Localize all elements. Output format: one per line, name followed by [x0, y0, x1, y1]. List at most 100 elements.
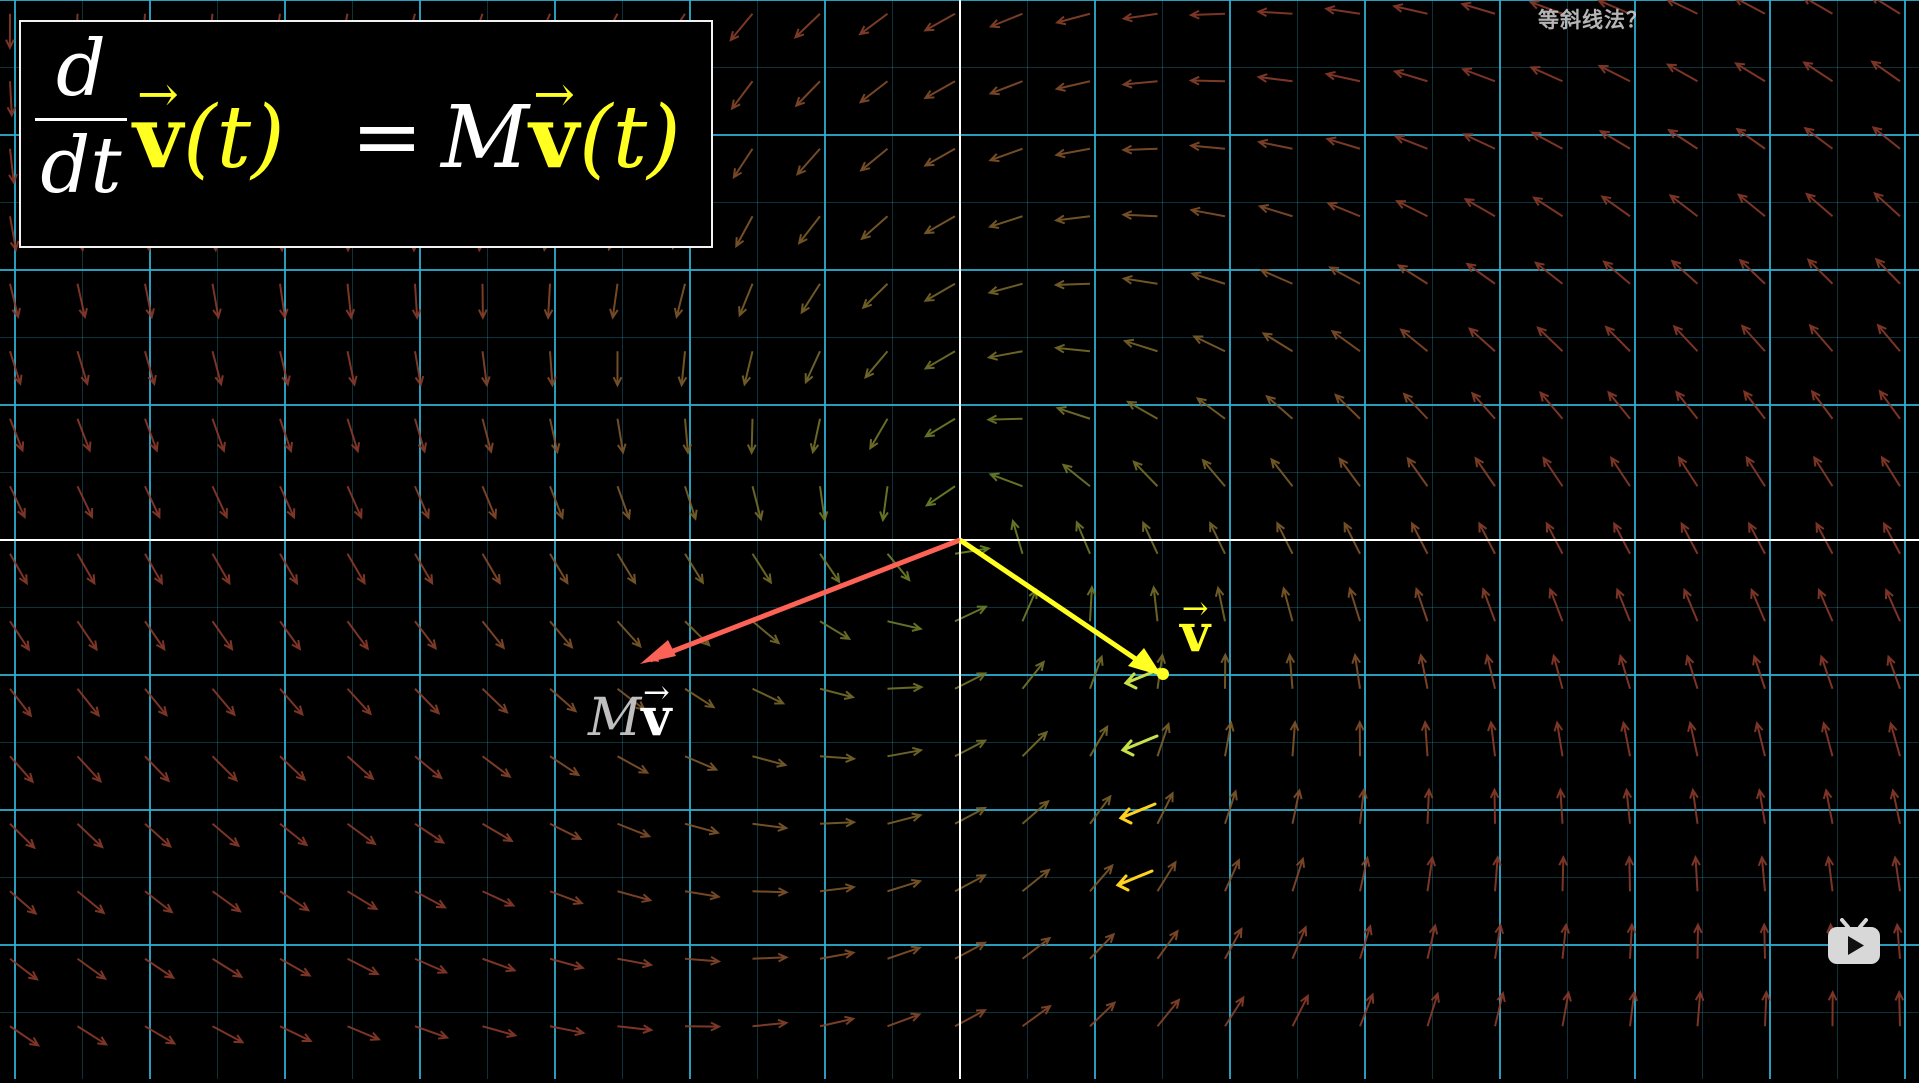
field-arrow: [1529, 66, 1563, 83]
field-arrow: [1886, 654, 1901, 690]
field-arrow: [144, 283, 155, 320]
vector-v-label: → v: [1180, 592, 1210, 660]
field-arrow: [1188, 75, 1226, 86]
field-arrow: [1874, 257, 1901, 285]
field-arrow: [1891, 855, 1901, 892]
field-arrow: [1190, 271, 1226, 285]
field-arrow: [1460, 1, 1496, 15]
field-arrow: [1261, 332, 1294, 353]
field-arrow: [1873, 191, 1901, 217]
field-arrow: [144, 890, 174, 914]
field-arrow: [1224, 995, 1245, 1027]
field-arrow: [1539, 391, 1564, 420]
field-arrow: [279, 890, 311, 912]
field-arrow: [76, 553, 96, 586]
field-arrow: [549, 890, 584, 906]
field-arrow: [1354, 719, 1365, 757]
field-arrow: [144, 823, 172, 849]
field-arrow: [988, 147, 1023, 163]
field-arrow: [1620, 720, 1631, 757]
field-arrow: [1021, 936, 1052, 960]
field-arrow: [684, 956, 722, 966]
field-arrow: [481, 620, 506, 650]
field-arrow: [819, 883, 857, 893]
field-arrow: [1285, 652, 1296, 689]
field-arrow: [1330, 329, 1361, 353]
rhs-vector-arrow-icon: →: [533, 65, 575, 123]
field-arrow: [1528, 0, 1563, 15]
field-arrow: [793, 13, 821, 39]
field-arrow: [481, 351, 491, 388]
field-arrow: [1291, 788, 1303, 824]
field-arrow: [9, 890, 38, 916]
field-arrow: [860, 215, 889, 241]
field-arrow: [1417, 653, 1429, 689]
field-arrow: [9, 755, 35, 784]
field-arrow: [616, 485, 631, 521]
field-arrow: [887, 620, 923, 632]
field-arrow: [1021, 587, 1038, 622]
field-arrow: [738, 283, 754, 318]
bilibili-tv-icon: [1828, 918, 1880, 964]
field-arrow: [1392, 3, 1428, 15]
field-arrow: [616, 418, 627, 455]
field-arrow: [735, 215, 754, 249]
field-arrow: [1882, 521, 1901, 555]
field-arrow: [1474, 456, 1496, 487]
field-arrow: [741, 351, 754, 387]
field-arrow: [861, 283, 889, 310]
field-arrow: [414, 485, 430, 520]
field-arrow: [752, 887, 789, 897]
field-arrow: [924, 485, 956, 507]
field-arrow: [887, 945, 922, 960]
field-arrow: [1872, 0, 1901, 15]
field-arrow: [1021, 799, 1050, 825]
field-arrow: [1324, 70, 1361, 83]
field-arrow: [547, 351, 557, 388]
field-arrow: [1548, 587, 1564, 622]
field-arrow: [923, 282, 956, 302]
field-arrow: [1556, 787, 1566, 824]
field-arrow: [684, 1021, 722, 1032]
field-arrow: [549, 755, 581, 777]
field-arrow: [6, 81, 17, 118]
field-arrow: [211, 418, 226, 453]
field-arrow: [887, 812, 923, 825]
field-arrow: [346, 688, 373, 716]
field-arrow: [1224, 720, 1235, 757]
field-arrow: [1819, 654, 1834, 690]
field-arrow: [752, 822, 789, 832]
field-arrow: [794, 80, 821, 108]
field-arrow: [1089, 932, 1116, 960]
field-arrow: [1399, 328, 1429, 353]
field-arrow: [1802, 61, 1834, 83]
field-arrow: [279, 755, 307, 782]
field-arrow: [1410, 521, 1429, 555]
field-arrow: [1759, 922, 1770, 959]
field-arrow: [414, 957, 449, 974]
field-arrow: [1668, 194, 1699, 218]
field-arrow: [76, 890, 106, 915]
field-arrow: [1280, 586, 1294, 622]
field-arrow: [1808, 323, 1834, 352]
subtitle-text: 等斜线法？: [1538, 8, 1648, 32]
field-arrow: [1689, 787, 1699, 824]
field-arrow: [795, 148, 821, 176]
field-arrow: [800, 283, 821, 315]
field-arrow: [1343, 521, 1361, 555]
field-arrow: [1752, 654, 1766, 690]
field-arrow: [1089, 794, 1112, 825]
field-arrow: [211, 957, 244, 978]
field-arrow: [481, 485, 497, 520]
field-arrow: [1021, 868, 1051, 893]
field-arrow: [988, 12, 1023, 29]
field-arrow: [923, 147, 956, 167]
field-arrow: [482, 890, 516, 907]
field-arrow: [346, 620, 370, 651]
field-arrow: [1675, 390, 1699, 420]
field-arrow: [1827, 989, 1838, 1027]
field-arrow: [543, 283, 554, 320]
field-arrow: [1878, 389, 1901, 420]
field-arrow: [673, 283, 686, 319]
field-arrow: [144, 350, 157, 387]
